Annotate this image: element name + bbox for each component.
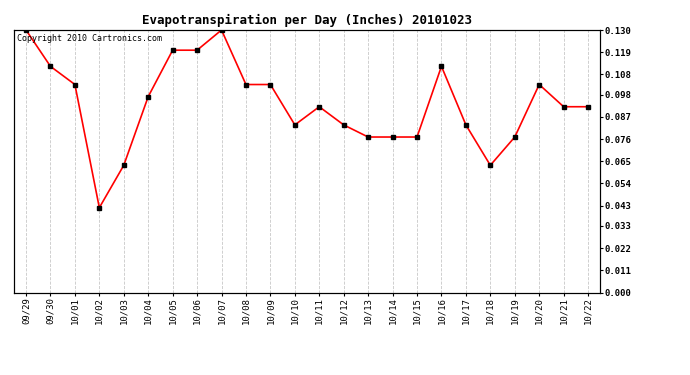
Title: Evapotranspiration per Day (Inches) 20101023: Evapotranspiration per Day (Inches) 2010… bbox=[142, 14, 472, 27]
Text: Copyright 2010 Cartronics.com: Copyright 2010 Cartronics.com bbox=[17, 34, 161, 43]
